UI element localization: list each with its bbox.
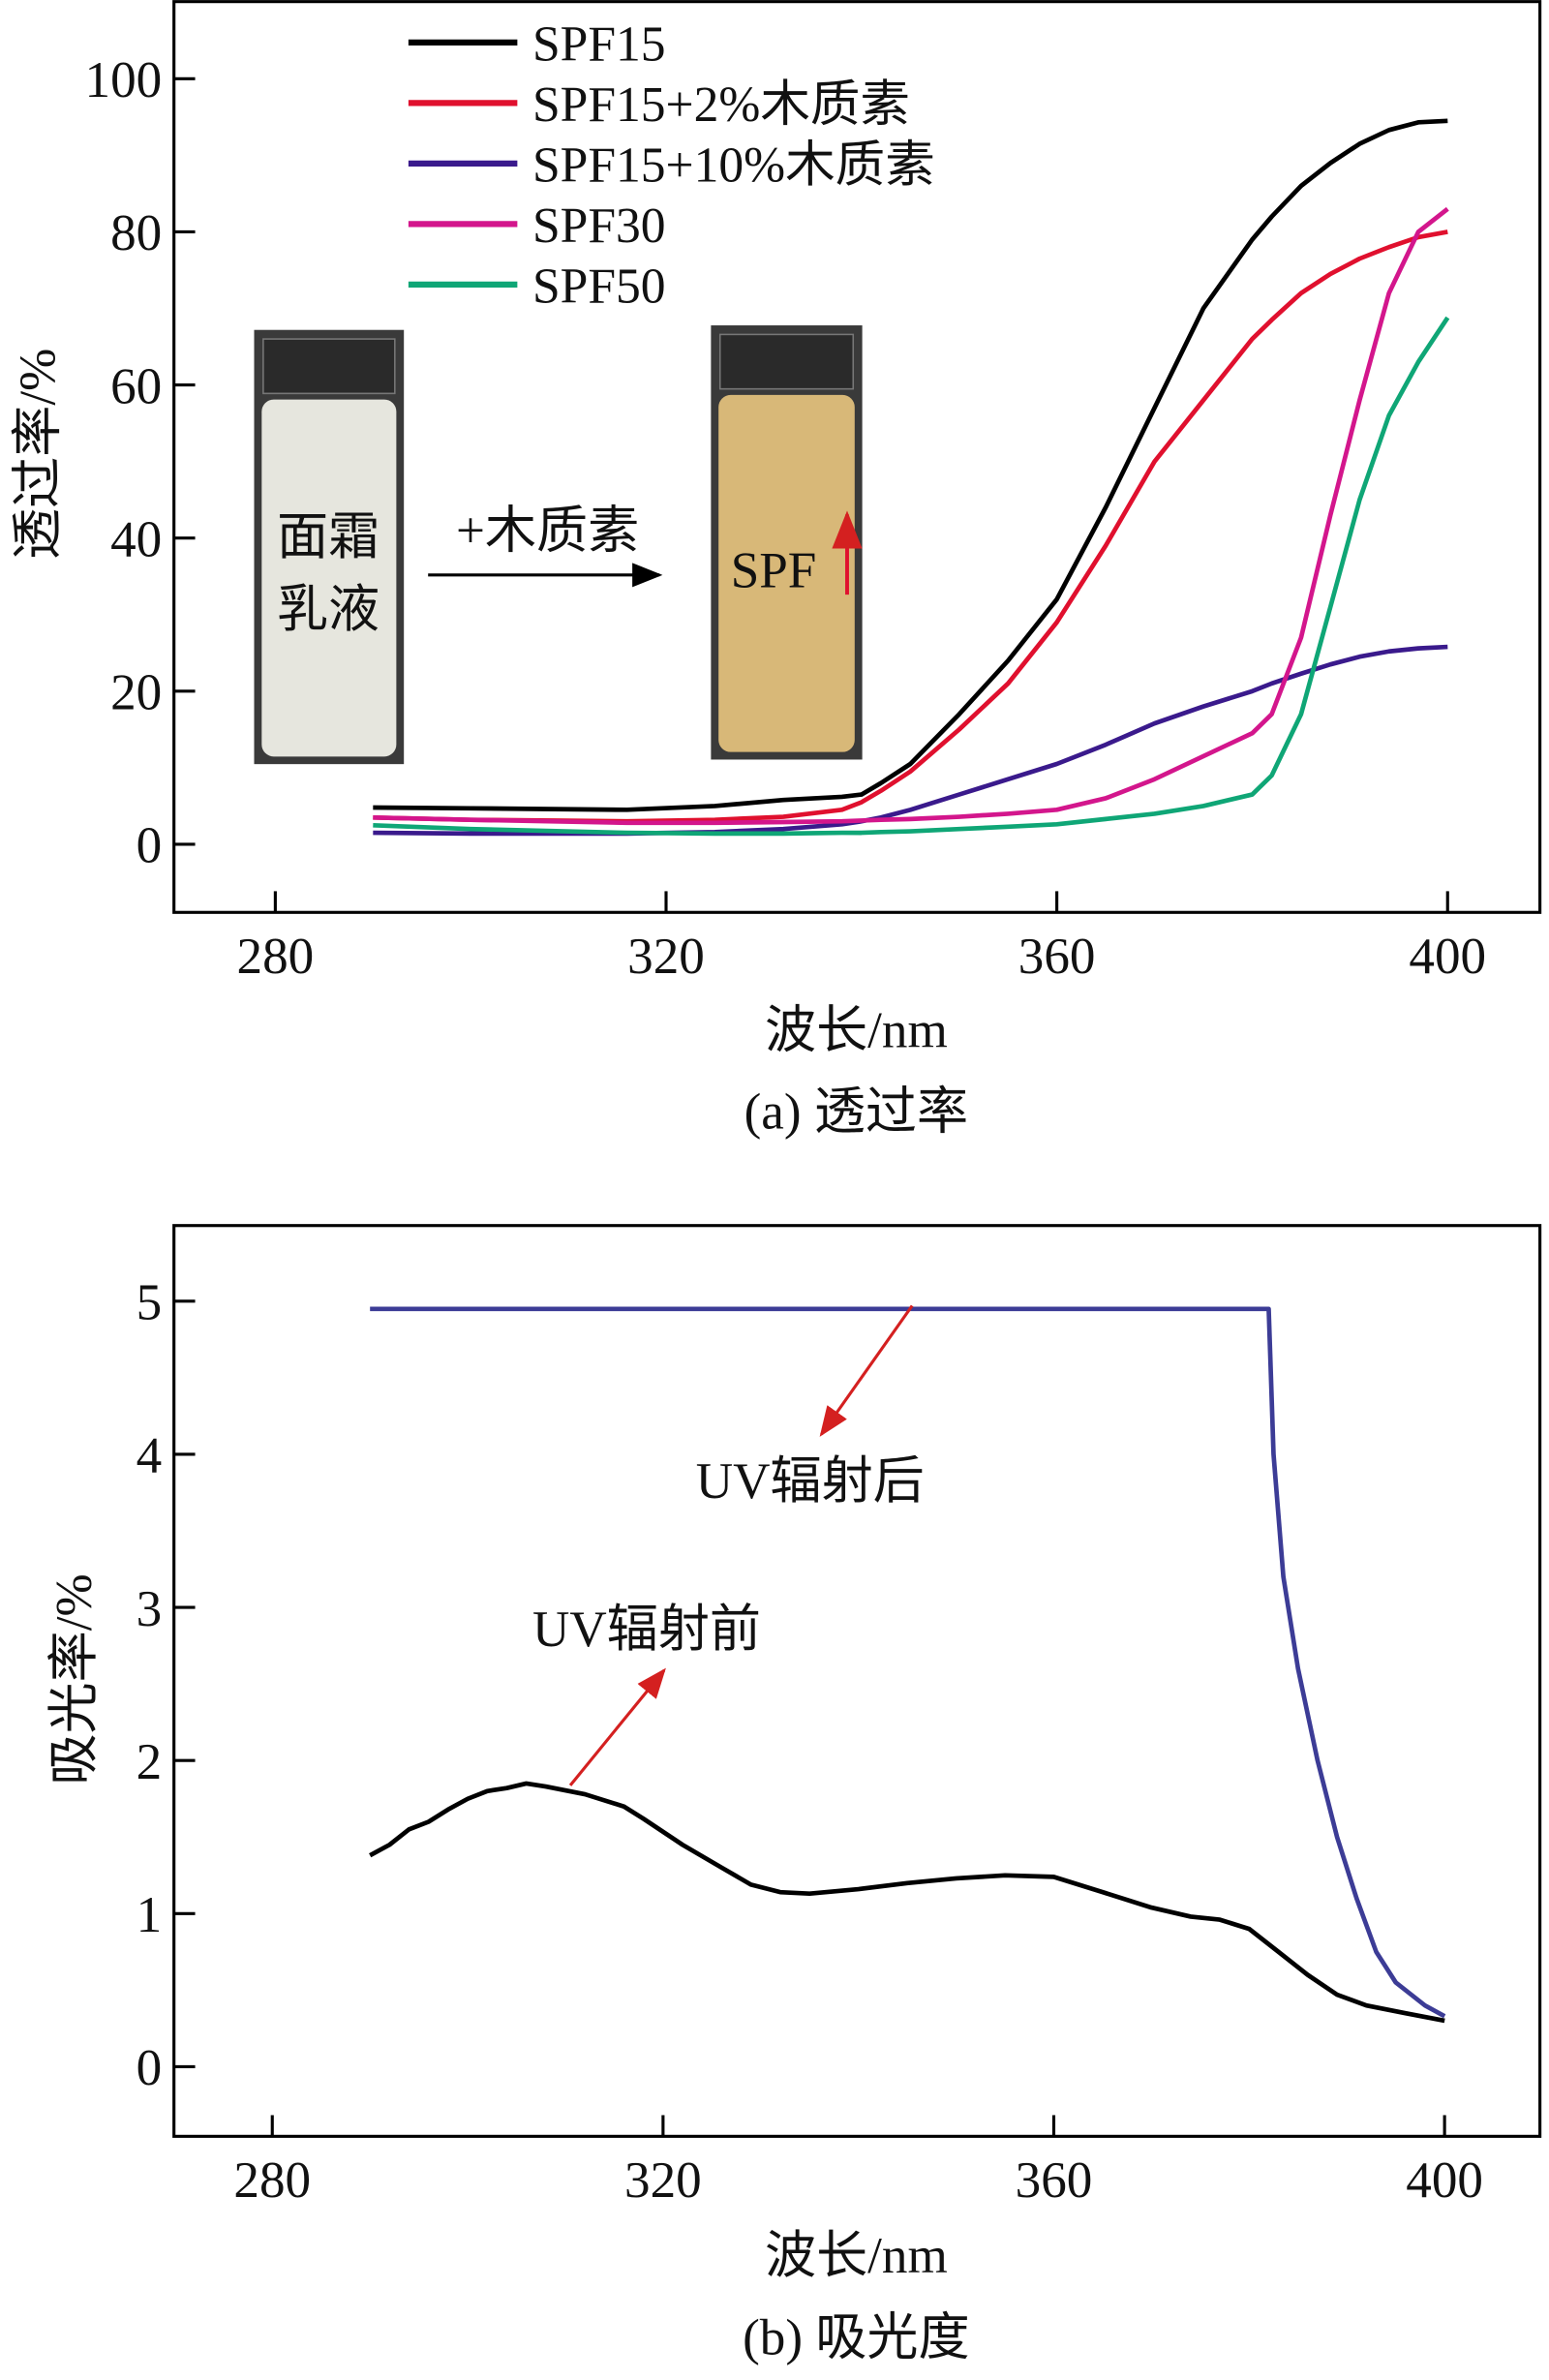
- y-tick-label: 1: [137, 1887, 163, 1943]
- series-line-4: [373, 316, 1450, 837]
- vial-before-label-1: 面霜: [277, 509, 380, 565]
- x-tick-label: 320: [627, 929, 705, 985]
- vial-after-label: SPF: [731, 542, 817, 598]
- vial-inset: 面霜 乳液 +木质素 SPF: [254, 325, 863, 765]
- legend-label: SPF30: [532, 198, 666, 254]
- series-line-0: [370, 1306, 1446, 2019]
- y-tick-label: 20: [110, 665, 162, 721]
- x-tick-label: 400: [1406, 2152, 1483, 2209]
- vial-after-body: [718, 394, 855, 752]
- y-tick-label: 100: [85, 52, 163, 108]
- y-axis-label: 透过率/%: [10, 349, 66, 560]
- y-tick-label: 0: [137, 2040, 163, 2096]
- caption: (a) 透过率: [744, 1084, 969, 1141]
- y-tick-label: 2: [137, 1734, 163, 1790]
- x-tick-label: 280: [237, 929, 315, 985]
- vial-before-body: [261, 399, 397, 757]
- x-axis-label: 波长/nm: [765, 1002, 948, 1058]
- y-tick-label: 0: [137, 818, 163, 874]
- legend-label: SPF15: [532, 17, 666, 73]
- annotation-before-label: UV辐射前: [532, 1602, 761, 1658]
- y-tick-label: 80: [110, 205, 162, 261]
- inset-arrow-label: +木质素: [456, 503, 639, 560]
- vial-after-cap: [718, 333, 855, 390]
- series-line-2: [373, 644, 1448, 837]
- absorbance-chart: 280 320 360 400 0 1 2 3 4 5 UV辐射后 UV辐射前 波长/nm 吸光率…: [46, 1224, 1542, 2365]
- caption: (b) 吸光度: [743, 2309, 970, 2365]
- plot-frame: [172, 1224, 1542, 2138]
- series-line-1: [369, 1781, 1445, 2024]
- x-tick-label: 320: [624, 2152, 702, 2209]
- vial-before-cap: [262, 338, 396, 395]
- annotation-arrow-after: [819, 1304, 914, 1437]
- legend-label: SPF15+10%木质素: [532, 138, 935, 194]
- x-tick-label: 400: [1409, 929, 1486, 985]
- y-tick-label: 3: [137, 1581, 163, 1637]
- y-tick-label: 4: [137, 1428, 163, 1484]
- y-tick-label: 40: [110, 511, 162, 567]
- x-tick-label: 280: [233, 2152, 311, 2209]
- series-line-3: [373, 206, 1449, 826]
- vial-before-label-2: 乳液: [277, 582, 380, 638]
- y-tick-label: 60: [110, 358, 162, 414]
- x-axis-label: 波长/nm: [765, 2228, 948, 2284]
- legend-label: SPF15+2%木质素: [532, 77, 910, 133]
- annotation-arrow-before: [568, 1667, 666, 1786]
- annotation-after-label: UV辐射后: [696, 1453, 925, 1510]
- series-line-0: [373, 118, 1448, 812]
- y-axis-label: 吸光率/%: [46, 1573, 103, 1785]
- series-line-1: [373, 229, 1448, 824]
- y-tick-label: 5: [137, 1275, 163, 1331]
- x-tick-label: 360: [1018, 929, 1096, 985]
- legend-label: SPF50: [532, 259, 666, 315]
- plot-frame: [172, 0, 1542, 914]
- x-tick-label: 360: [1016, 2152, 1093, 2209]
